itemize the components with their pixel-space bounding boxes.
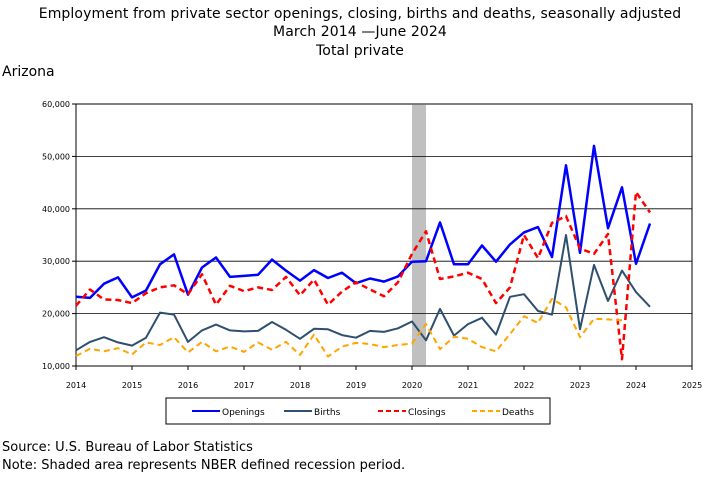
series-line-openings [75, 144, 652, 300]
line-chart: 10,000 20,000 30,000 40,000 50,000 60,000 2014… [42, 100, 702, 425]
y-tick-label: 20,000 [42, 310, 70, 319]
x-tick-label: 2018 [290, 381, 310, 390]
x-tick-label: 2016 [178, 381, 198, 390]
recession-shading [412, 104, 426, 366]
x-tick-label: 2019 [346, 381, 366, 390]
source-note: Source: U.S. Bureau of Labor Statistics [2, 440, 253, 455]
end-date: June 2024 [375, 24, 447, 40]
series-line-births [75, 234, 651, 352]
series-line-deaths [75, 297, 623, 358]
x-tick-label: 2015 [122, 381, 142, 390]
legend-label-births: Births [314, 408, 341, 418]
y-tick-label: 40,000 [42, 205, 70, 214]
x-tick-label: 2023 [570, 381, 590, 390]
x-tick-label: 2014 [66, 381, 86, 390]
chart-subtitle-dates: March 2014 —June 2024 [273, 24, 447, 40]
y-tick-label: 60,000 [42, 100, 70, 109]
region-label: Arizona [2, 64, 55, 80]
x-tick-label: 2020 [402, 381, 422, 390]
plot-area [75, 103, 693, 367]
y-tick-label: 50,000 [42, 152, 70, 161]
y-tick-label: 10,000 [42, 362, 70, 371]
x-tick-label: 2025 [682, 381, 702, 390]
x-tick-label: 2021 [458, 381, 478, 390]
x-tick-label: 2024 [626, 381, 646, 390]
y-tick-label: 30,000 [42, 257, 70, 266]
x-tick-label: 2022 [514, 381, 534, 390]
recession-note: Note: Shaded area represents NBER define… [2, 458, 406, 473]
legend-box [165, 397, 551, 425]
legend-label-closings: Closings [408, 408, 446, 418]
start-date: March 2014 [273, 24, 357, 40]
chart-title: Employment from private sector openings,… [38, 6, 682, 22]
chart-subtitle-series: Total private [316, 43, 404, 59]
series-line-closings [75, 190, 652, 361]
legend-label-openings: Openings [222, 408, 265, 418]
x-tick-label: 2017 [234, 381, 254, 390]
legend-label-deaths: Deaths [502, 408, 534, 418]
